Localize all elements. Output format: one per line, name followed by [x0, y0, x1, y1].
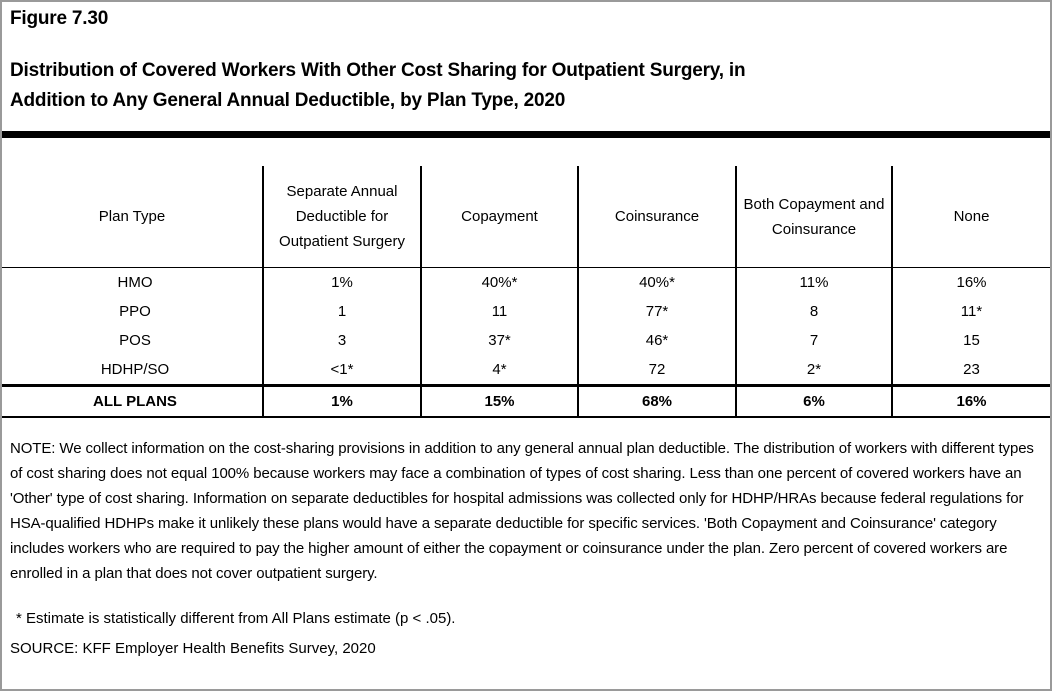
- row-label-hdhp-so: HDHP/SO: [2, 355, 264, 386]
- notes-section: NOTE: We collect information on the cost…: [2, 436, 1050, 658]
- column-header-none: None: [892, 166, 1050, 268]
- table-row-pos: POS 3 37* 46* 7 15: [2, 326, 1050, 355]
- ppo-none-value: 11*: [960, 303, 983, 320]
- figure-number: Figure 7.30: [10, 8, 109, 29]
- ppo-coinsurance-value: 77*: [578, 297, 737, 326]
- pos-both-value: 7: [736, 326, 893, 355]
- row-label-hmo: HMO: [2, 267, 264, 297]
- column-header-copayment: Copayment: [421, 166, 579, 268]
- table-row-all-plans: ALL PLANS 1% 15% 68% 6% 16%: [2, 384, 1050, 418]
- separator-bar: [2, 131, 1050, 138]
- pos-separate-deductible-value: 3: [263, 326, 422, 355]
- cost-sharing-table: Plan Type Separate Annual Deductible for…: [2, 166, 1050, 418]
- note-text: NOTE: We collect information on the cost…: [10, 440, 1034, 582]
- hmo-both-value: 11%: [736, 267, 893, 297]
- hdhp-both-value: 2*: [736, 355, 893, 386]
- all-plans-none-value: 16%: [892, 384, 1050, 418]
- column-header-coinsurance: Coinsurance: [578, 166, 737, 268]
- pos-none-value: 15: [963, 332, 980, 349]
- all-plans-both-value: 6%: [736, 384, 893, 418]
- hmo-copayment-value: 40%*: [421, 267, 579, 297]
- table-header-row: Plan Type Separate Annual Deductible for…: [2, 166, 1050, 268]
- table-row-hdhp-so: HDHP/SO <1* 4* 72 2* 23: [2, 355, 1050, 386]
- hmo-coinsurance-value: 40%*: [578, 267, 737, 297]
- hmo-separate-deductible-value: 1%: [263, 267, 422, 297]
- source-text: SOURCE: KFF Employer Health Benefits Sur…: [10, 640, 376, 657]
- all-plans-copayment-value: 15%: [421, 384, 579, 418]
- hdhp-separate-deductible-value: <1*: [263, 355, 422, 386]
- column-header-separate-annual-deductible: Separate Annual Deductible for Outpatien…: [263, 166, 422, 268]
- ppo-separate-deductible-value: 1: [263, 297, 422, 326]
- row-label-ppo: PPO: [2, 297, 264, 326]
- all-plans-coinsurance-value: 68%: [578, 384, 737, 418]
- ppo-both-value: 8: [736, 297, 893, 326]
- hdhp-none-value: 23: [963, 361, 980, 378]
- pos-coinsurance-value: 46*: [578, 326, 737, 355]
- figure-header: Figure 7.30 Distribution of Covered Work…: [2, 2, 1050, 116]
- row-label-pos: POS: [2, 326, 264, 355]
- hdhp-copayment-value: 4*: [421, 355, 579, 386]
- table-row-ppo: PPO 1 11 77* 8 11*: [2, 297, 1050, 326]
- all-plans-separate-deductible-value: 1%: [263, 384, 422, 418]
- ppo-copayment-value: 11: [421, 297, 579, 326]
- column-header-both-copayment-coinsurance: Both Copayment and Coinsurance: [736, 166, 893, 268]
- pos-copayment-value: 37*: [421, 326, 579, 355]
- row-label-all-plans: ALL PLANS: [2, 384, 264, 418]
- hmo-none-value: 16%: [956, 274, 987, 291]
- column-header-plan-type: Plan Type: [2, 166, 264, 268]
- figure-title: Distribution of Covered Workers With Oth…: [10, 60, 746, 111]
- hdhp-coinsurance-value: 72: [578, 355, 737, 386]
- table-row-hmo: HMO 1% 40%* 40%* 11% 16%: [2, 267, 1050, 297]
- footnote-text: * Estimate is statistically different fr…: [16, 610, 456, 627]
